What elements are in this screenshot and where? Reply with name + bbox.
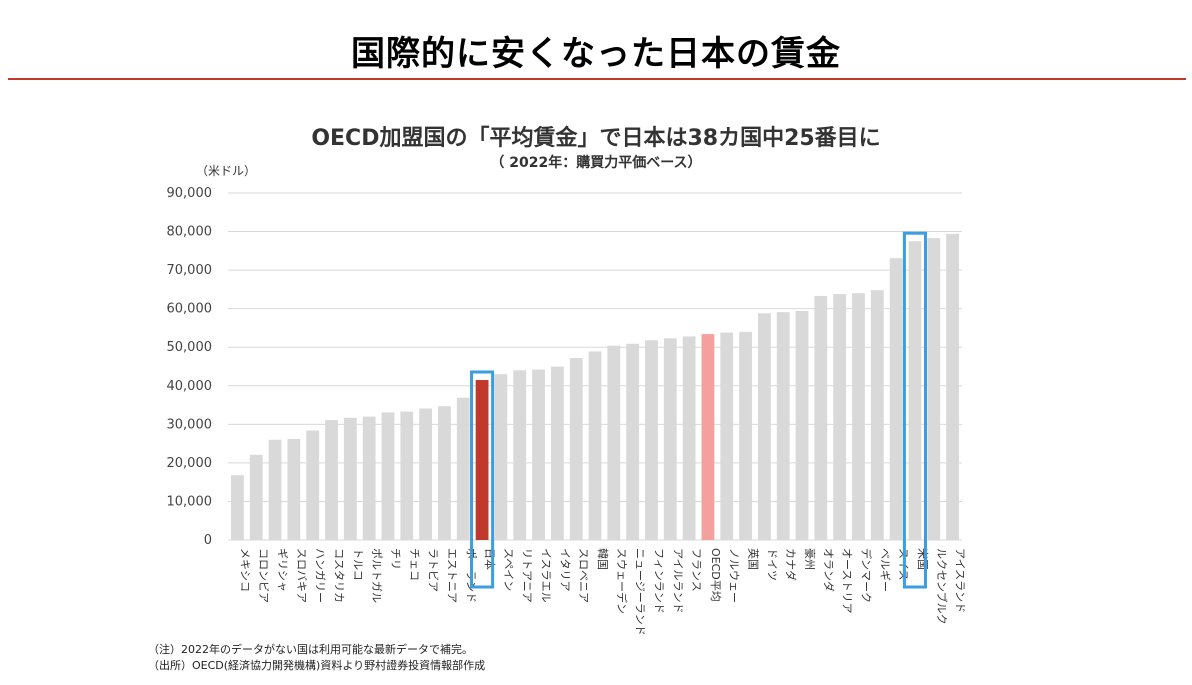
highlight-box bbox=[470, 370, 495, 589]
bar bbox=[645, 340, 658, 540]
x-tick-label: メキシコ bbox=[238, 548, 251, 592]
bar bbox=[833, 294, 847, 540]
bar bbox=[588, 351, 602, 540]
y-tick-label: 0 bbox=[204, 533, 212, 548]
y-tick-label: 80,000 bbox=[167, 225, 213, 240]
bar bbox=[701, 334, 715, 540]
y-tick-label: 60,000 bbox=[167, 302, 213, 317]
bar bbox=[325, 420, 338, 540]
bar bbox=[532, 369, 545, 540]
x-tick-label: アイスランド bbox=[954, 548, 967, 613]
bar bbox=[739, 331, 752, 540]
x-tick-label: ハンガリー bbox=[314, 548, 327, 603]
x-tick-label: トルコ bbox=[351, 548, 364, 581]
chart-subtitle: （ 2022年：購買力平価ベース） bbox=[490, 155, 702, 171]
x-tick-label: ノルウェー bbox=[728, 548, 741, 603]
x-tick-label: ドイツ bbox=[765, 548, 778, 581]
x-tick-label: ギリシャ bbox=[276, 548, 289, 592]
bar bbox=[400, 411, 414, 540]
bar bbox=[456, 397, 470, 540]
bar bbox=[908, 241, 922, 540]
bar bbox=[870, 290, 884, 540]
x-tick-label: イスラエル bbox=[540, 548, 553, 603]
x-tick-label: OECD平均 bbox=[709, 548, 722, 602]
x-tick-label: カナダ bbox=[784, 548, 798, 581]
bar bbox=[343, 417, 357, 540]
bar-chart: 0 10,000 20,000 30,000 40,000 50,000 60,000 70,… bbox=[167, 186, 967, 636]
bar bbox=[946, 233, 959, 540]
bar bbox=[889, 258, 903, 540]
footnotes: （注）2022年のデータがない国は利用可能な最新データで補完。 （出所）OECD… bbox=[148, 642, 485, 674]
title-divider bbox=[8, 78, 1186, 80]
x-tick-label: スウェーデン bbox=[615, 548, 629, 614]
y-axis-unit-label: （米ドル） bbox=[196, 164, 257, 178]
x-tick-label: エストニア bbox=[445, 548, 458, 603]
footnote-source: （出所）OECD(経済協力開発機構)資料より野村證券投資情報部作成 bbox=[148, 659, 486, 672]
bar bbox=[419, 408, 433, 540]
bar bbox=[607, 345, 621, 540]
x-tick-label: スペイン bbox=[502, 548, 515, 591]
bar bbox=[927, 238, 941, 541]
bar bbox=[663, 338, 677, 540]
bar bbox=[249, 454, 263, 540]
bar bbox=[626, 343, 640, 540]
slide-title: 国際的に安くなった日本の賃金 bbox=[351, 34, 841, 74]
x-tick-label: スロバキア bbox=[295, 548, 308, 603]
y-tick-label: 90,000 bbox=[167, 186, 213, 201]
bar bbox=[438, 406, 451, 540]
chart-title: OECD加盟国の「平均賃金」で日本は38カ国中25番目に bbox=[311, 126, 881, 151]
x-tick-label: コスタリカ bbox=[333, 548, 346, 603]
x-tick-label: チリ bbox=[389, 548, 402, 570]
x-tick-label: ベルギー bbox=[878, 548, 891, 592]
y-tick-label: 10,000 bbox=[167, 494, 213, 509]
x-tick-label: 韓国 bbox=[596, 548, 609, 570]
bar bbox=[852, 293, 865, 540]
x-tick-label: リトアニア bbox=[521, 548, 534, 603]
x-tick-label: イタリア bbox=[558, 548, 571, 592]
bar bbox=[513, 370, 527, 540]
y-tick-label: 50,000 bbox=[167, 340, 213, 355]
x-tick-label: チェコ bbox=[408, 548, 421, 581]
x-tick-label: ルクセンブルク bbox=[935, 548, 949, 625]
bar bbox=[306, 430, 320, 540]
bar bbox=[569, 358, 583, 540]
bar bbox=[381, 412, 395, 540]
footnote-note: （注）2022年のデータがない国は利用可能な最新データで補完。 bbox=[148, 643, 473, 656]
x-tick-label: フランス bbox=[690, 548, 703, 592]
bar bbox=[720, 332, 734, 540]
x-tick-label: 豪州 bbox=[803, 548, 817, 570]
x-tick-label: アイルランド bbox=[671, 548, 684, 613]
bar bbox=[475, 379, 489, 540]
bar bbox=[682, 336, 696, 540]
x-tick-label: ニュージーランド bbox=[634, 548, 647, 636]
x-tick-label: スロベニア bbox=[577, 548, 590, 603]
y-tick-label: 30,000 bbox=[167, 417, 213, 432]
x-tick-label: フィンランド bbox=[652, 548, 665, 614]
x-tick-label: オーストリア bbox=[841, 548, 854, 613]
x-tick-label: 日本 bbox=[483, 548, 497, 570]
bar bbox=[550, 366, 564, 540]
x-tick-label: 英国 bbox=[747, 548, 761, 570]
bar bbox=[268, 439, 282, 540]
y-tick-label: 70,000 bbox=[167, 263, 213, 278]
highlight-box bbox=[902, 231, 927, 589]
x-tick-label: ラトビア bbox=[427, 548, 440, 592]
y-tick-label: 40,000 bbox=[167, 379, 213, 394]
x-tick-label: オランダ bbox=[822, 548, 836, 592]
bar bbox=[287, 438, 301, 540]
bar bbox=[231, 475, 244, 540]
bar bbox=[795, 310, 809, 540]
x-tick-label: コロンビア bbox=[257, 548, 270, 603]
x-tick-label: 米国 bbox=[916, 548, 929, 570]
x-tick-label: ポルトガル bbox=[370, 548, 383, 603]
bar bbox=[757, 313, 771, 540]
bar bbox=[814, 295, 828, 540]
bar bbox=[362, 416, 376, 540]
y-tick-label: 20,000 bbox=[167, 456, 213, 471]
bar bbox=[494, 374, 508, 540]
x-tick-label: デンマーク bbox=[859, 548, 873, 603]
bar bbox=[776, 312, 790, 540]
